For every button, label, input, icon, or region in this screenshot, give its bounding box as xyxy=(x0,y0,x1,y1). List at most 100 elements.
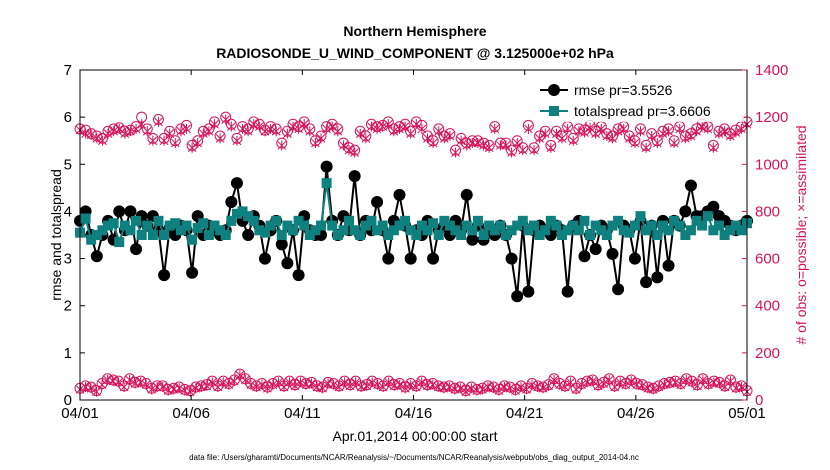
obs-high-assimilated-marker xyxy=(535,133,544,144)
obs-low-assimilated-marker xyxy=(263,383,272,394)
obs-high-assimilated-marker xyxy=(596,123,606,134)
totalspread-point xyxy=(613,215,624,226)
totalspread-point xyxy=(131,215,142,226)
obs-high-assimilated-marker xyxy=(361,133,371,144)
obs-low-assimilated-marker xyxy=(400,383,410,394)
rmse-point xyxy=(371,196,384,208)
totalspread-point xyxy=(461,220,472,231)
totalspread-point xyxy=(209,220,220,231)
obs-low-assimilated-marker xyxy=(224,379,234,390)
obs-high-assimilated-marker xyxy=(686,131,696,141)
totalspread-point xyxy=(702,211,713,222)
totalspread-point xyxy=(265,220,276,231)
obs-low-assimilated-marker xyxy=(130,378,140,389)
obs-low-assimilated-marker xyxy=(268,379,278,390)
obs-low-assimilated-marker xyxy=(114,377,123,388)
obs-high-assimilated-marker xyxy=(580,127,589,138)
obs-low-assimilated-marker xyxy=(97,379,107,390)
totalspread-point xyxy=(383,230,394,240)
obs-low-assimilated-marker xyxy=(290,380,300,391)
obs-high-assimilated-marker xyxy=(126,126,135,137)
obs-high-assimilated-marker xyxy=(98,135,107,146)
obs-low-assimilated-marker xyxy=(665,378,675,389)
obs-high-assimilated-marker xyxy=(350,147,360,158)
totalspread-point xyxy=(327,220,338,231)
totalspread-point xyxy=(534,230,545,240)
obs-high-assimilated-marker xyxy=(692,126,701,137)
obs-high-assimilated-marker xyxy=(417,123,427,134)
totalspread-point xyxy=(635,211,646,222)
totalspread-point xyxy=(456,230,467,240)
totalspread-point xyxy=(372,225,383,236)
obs-high-assimilated-marker xyxy=(451,147,460,158)
totalspread-point xyxy=(377,220,388,231)
obs-low-assimilated-marker xyxy=(704,379,713,390)
obs-high-assimilated-marker xyxy=(507,147,516,158)
plot-area xyxy=(74,111,753,397)
totalspread-point xyxy=(713,220,724,231)
rmse-point xyxy=(225,196,238,208)
obs-high-assimilated-marker xyxy=(512,138,522,149)
obs-high-assimilated-marker xyxy=(400,121,410,132)
obs-low-assimilated-marker xyxy=(643,383,653,394)
totalspread-point xyxy=(557,230,568,240)
obs-high-assimilated-marker xyxy=(277,140,287,151)
x-tick-label: 04/01 xyxy=(61,405,99,422)
obs-low-assimilated-marker xyxy=(191,383,201,394)
right-tick-label: 600 xyxy=(755,251,780,268)
rmse-point xyxy=(662,259,675,272)
totalspread-point xyxy=(220,230,231,240)
totalspread-point xyxy=(529,220,540,231)
totalspread-point xyxy=(366,215,377,226)
obs-high-assimilated-marker xyxy=(322,123,331,134)
obs-high-assimilated-marker xyxy=(709,142,718,153)
totalspread-point xyxy=(310,225,321,236)
obs-low-assimilated-marker xyxy=(516,382,526,393)
obs-low-assimilated-marker xyxy=(274,377,283,388)
obs-high-assimilated-marker xyxy=(462,140,472,151)
obs-low-assimilated-marker xyxy=(81,382,90,393)
chart-subtitle: RADIOSONDE_U_WIND_COMPONENT @ 3.125000e+… xyxy=(216,45,614,61)
legend-rmse-label: rmse pr=3.5526 xyxy=(574,82,673,98)
obs-low-assimilated-marker xyxy=(588,376,598,387)
x-tick-label: 05/01 xyxy=(728,405,766,422)
obs-high-assimilated-marker xyxy=(725,131,735,141)
obs-low-assimilated-marker xyxy=(417,377,427,388)
rmse-point xyxy=(186,266,199,279)
totalspread-point xyxy=(147,230,158,240)
totalspread-point xyxy=(119,220,130,231)
x-tick-label: 04/16 xyxy=(395,405,433,422)
obs-high-assimilated-marker xyxy=(165,128,175,139)
rmse-point xyxy=(522,285,535,298)
obs-low-assimilated-marker xyxy=(478,384,487,395)
obs-high-assimilated-marker xyxy=(204,126,214,137)
obs-high-assimilated-marker xyxy=(669,138,679,149)
obs-high-assimilated-marker xyxy=(574,126,584,137)
obs-low-assimilated-marker xyxy=(158,382,168,393)
obs-high-assimilated-marker xyxy=(232,135,242,146)
obs-high-assimilated-marker xyxy=(540,128,550,139)
y-axis-label-right: # of obs: o=possible; ×=assimilated xyxy=(793,125,809,344)
totalspread-point xyxy=(192,222,203,233)
obs-low-assimilated-marker xyxy=(604,374,614,385)
obs-low-assimilated-marker xyxy=(472,385,482,396)
totalspread-point xyxy=(579,215,590,226)
legend-spread-label: totalspread pr=3.6606 xyxy=(574,103,711,119)
obs-high-assimilated-marker xyxy=(226,121,236,132)
obs-low-assimilated-marker xyxy=(538,383,548,394)
totalspread-point xyxy=(125,225,136,236)
obs-low-assimilated-marker xyxy=(687,377,697,388)
totalspread-point xyxy=(562,225,573,236)
obs-high-assimilated-marker xyxy=(198,128,208,139)
obs-high-assimilated-marker xyxy=(114,123,124,134)
obs-high-assimilated-marker xyxy=(187,142,197,153)
obs-high-assimilated-marker xyxy=(563,123,572,134)
obs-high-assimilated-marker xyxy=(255,121,264,132)
obs-high-assimilated-marker xyxy=(389,126,399,137)
x-tick-label: 04/06 xyxy=(172,405,210,422)
totalspread-point xyxy=(730,220,741,231)
obs-low-assimilated-marker xyxy=(307,378,316,389)
x-axis: 04/01 04/06 04/11 04/16 04/21 04/26 05/01 xyxy=(61,70,766,422)
rmse-line xyxy=(79,166,748,297)
obs-low-assimilated-marker xyxy=(92,386,101,397)
